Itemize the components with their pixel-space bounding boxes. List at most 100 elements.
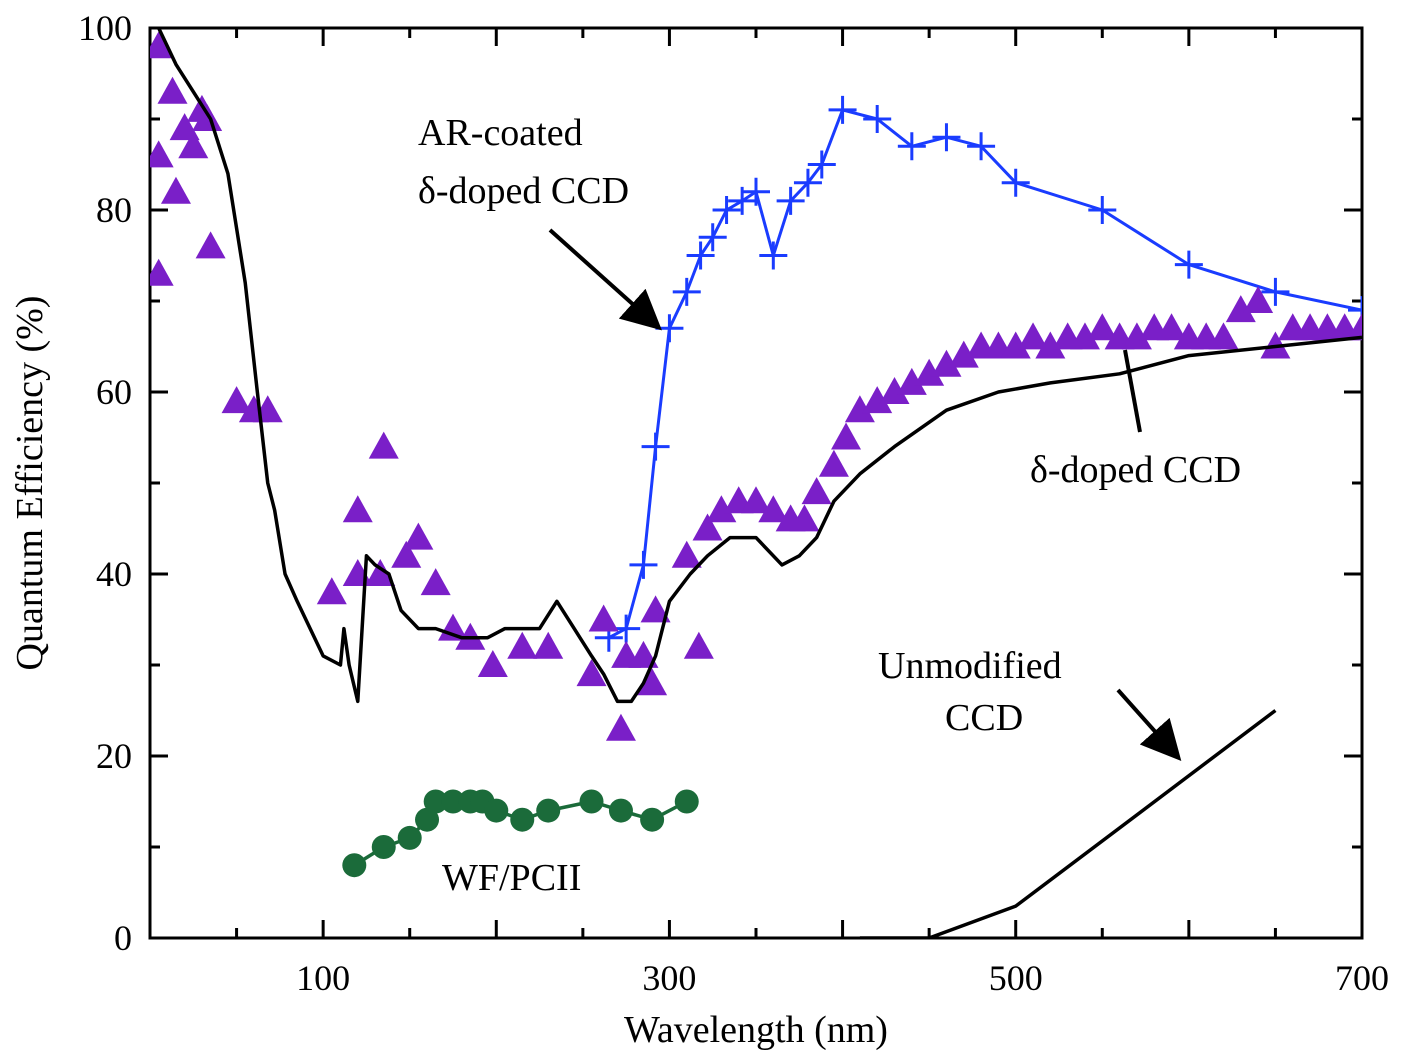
data-point-plus bbox=[672, 277, 701, 306]
data-point-triangle bbox=[896, 367, 927, 395]
data-point-plus bbox=[686, 241, 715, 270]
data-point-plus bbox=[1174, 250, 1203, 279]
data-point-triangle bbox=[640, 595, 671, 623]
data-point-triangle bbox=[365, 559, 396, 586]
data-point-circle bbox=[423, 789, 448, 814]
annotation-wfpc-line-1: WF/PCII bbox=[442, 857, 581, 899]
annotation-ar-coated: AR-coated δ-doped CCD bbox=[418, 112, 662, 331]
data-point-triangle bbox=[342, 495, 373, 523]
data-point-plus bbox=[807, 150, 836, 179]
data-point-triangle bbox=[157, 76, 188, 104]
series-1 bbox=[150, 31, 1362, 741]
data-point-circle bbox=[674, 789, 699, 814]
data-point-triangle bbox=[150, 31, 174, 59]
data-point-circle bbox=[371, 835, 396, 859]
data-point-triangle bbox=[192, 104, 223, 131]
series-2 bbox=[157, 28, 1362, 704]
data-point-triangle bbox=[316, 577, 347, 605]
data-point-plus bbox=[1348, 296, 1362, 325]
data-point-plus bbox=[641, 432, 670, 461]
data-point-plus bbox=[712, 196, 741, 224]
data-point-plus bbox=[1088, 196, 1117, 224]
data-point-triangle bbox=[914, 358, 945, 386]
annotation-delta-doped: δ-doped CCD bbox=[1030, 349, 1241, 491]
x-tick-label: 700 bbox=[1335, 958, 1389, 998]
series-layer bbox=[150, 28, 1362, 938]
data-point-circle bbox=[397, 825, 422, 850]
series-4 bbox=[859, 709, 1277, 938]
data-point-triangle bbox=[368, 431, 399, 459]
annotation-ar-coated-arrow bbox=[548, 228, 662, 331]
data-point-triangle bbox=[1035, 331, 1066, 359]
data-point-triangle bbox=[391, 540, 422, 568]
series-line bbox=[608, 108, 1362, 640]
data-point-triangle bbox=[1018, 322, 1049, 350]
data-point-triangle bbox=[605, 713, 636, 741]
data-point-triangle bbox=[507, 631, 538, 659]
data-point-triangle bbox=[195, 231, 226, 259]
data-point-plus bbox=[776, 186, 805, 215]
data-point-plus bbox=[698, 223, 727, 252]
data-point-triangle bbox=[671, 540, 702, 568]
data-point-triangle bbox=[789, 504, 820, 532]
x-tick-label: 500 bbox=[989, 958, 1043, 998]
series-line bbox=[157, 28, 1362, 704]
annotation-unmodified-line-1: Unmodified bbox=[878, 645, 1062, 687]
data-point-triangle bbox=[1347, 313, 1362, 341]
data-point-plus bbox=[967, 132, 996, 161]
data-point-plus bbox=[1001, 168, 1030, 197]
data-point-plus bbox=[863, 105, 892, 133]
series-line bbox=[859, 709, 1277, 938]
series-3 bbox=[342, 789, 699, 878]
annotation-ar-coated-line-1: AR-coated bbox=[418, 112, 583, 154]
data-point-plus bbox=[655, 314, 684, 343]
series-0 bbox=[594, 95, 1362, 652]
data-point-triangle bbox=[420, 568, 451, 596]
data-point-triangle bbox=[1225, 295, 1256, 323]
data-point-triangle bbox=[741, 486, 771, 514]
y-tick-label: 0 bbox=[114, 918, 132, 958]
y-axis-title: Quantum Efficiency (%) bbox=[9, 296, 51, 671]
data-point-triangle bbox=[477, 650, 508, 677]
data-point-triangle bbox=[683, 631, 714, 659]
annotation-unmodified-arrow bbox=[1116, 688, 1182, 761]
x-tick-label: 100 bbox=[296, 958, 350, 998]
data-point-triangle bbox=[533, 631, 564, 659]
data-point-triangle bbox=[160, 176, 191, 204]
data-point-triangle bbox=[862, 386, 893, 414]
data-point-triangle bbox=[931, 349, 962, 377]
data-point-plus bbox=[759, 241, 788, 270]
data-point-circle bbox=[640, 807, 665, 832]
data-point-triangle bbox=[637, 668, 668, 696]
x-axis-title: Wavelength (nm) bbox=[624, 1009, 888, 1051]
annotation-wfpc: WF/PCII bbox=[442, 857, 581, 899]
data-point-plus bbox=[793, 168, 822, 197]
data-point-circle bbox=[441, 789, 465, 814]
annotation-ar-coated-line-2: δ-doped CCD bbox=[418, 170, 629, 212]
data-point-triangle bbox=[178, 131, 209, 159]
data-point-triangle bbox=[692, 513, 723, 541]
data-point-triangle bbox=[1243, 286, 1274, 313]
y-tick-label: 20 bbox=[96, 736, 132, 776]
data-point-triangle bbox=[150, 140, 174, 168]
data-point-plus bbox=[932, 123, 961, 152]
data-point-circle bbox=[342, 853, 367, 878]
data-point-circle bbox=[536, 798, 561, 823]
data-point-plus bbox=[1261, 277, 1290, 306]
data-point-triangle bbox=[818, 449, 849, 477]
y-tick-label: 60 bbox=[96, 372, 132, 412]
data-point-triangle bbox=[879, 377, 910, 404]
data-point-triangle bbox=[948, 340, 979, 368]
data-point-triangle bbox=[801, 477, 832, 505]
data-point-circle bbox=[579, 789, 604, 814]
data-point-triangle bbox=[1208, 322, 1239, 350]
data-point-circle bbox=[510, 807, 535, 832]
axis-tick-labels: 100 300 500 700 0 20 40 60 80 100 bbox=[78, 8, 1389, 998]
annotation-unmodified-line-2: CCD bbox=[945, 697, 1023, 739]
data-point-plus bbox=[897, 132, 926, 161]
data-point-triangle bbox=[628, 640, 659, 668]
annotation-unmodified: Unmodified CCD bbox=[878, 645, 1182, 761]
annotation-delta-doped-line-1: δ-doped CCD bbox=[1030, 449, 1241, 491]
data-point-triangle bbox=[588, 604, 619, 632]
data-point-triangle bbox=[831, 422, 862, 450]
